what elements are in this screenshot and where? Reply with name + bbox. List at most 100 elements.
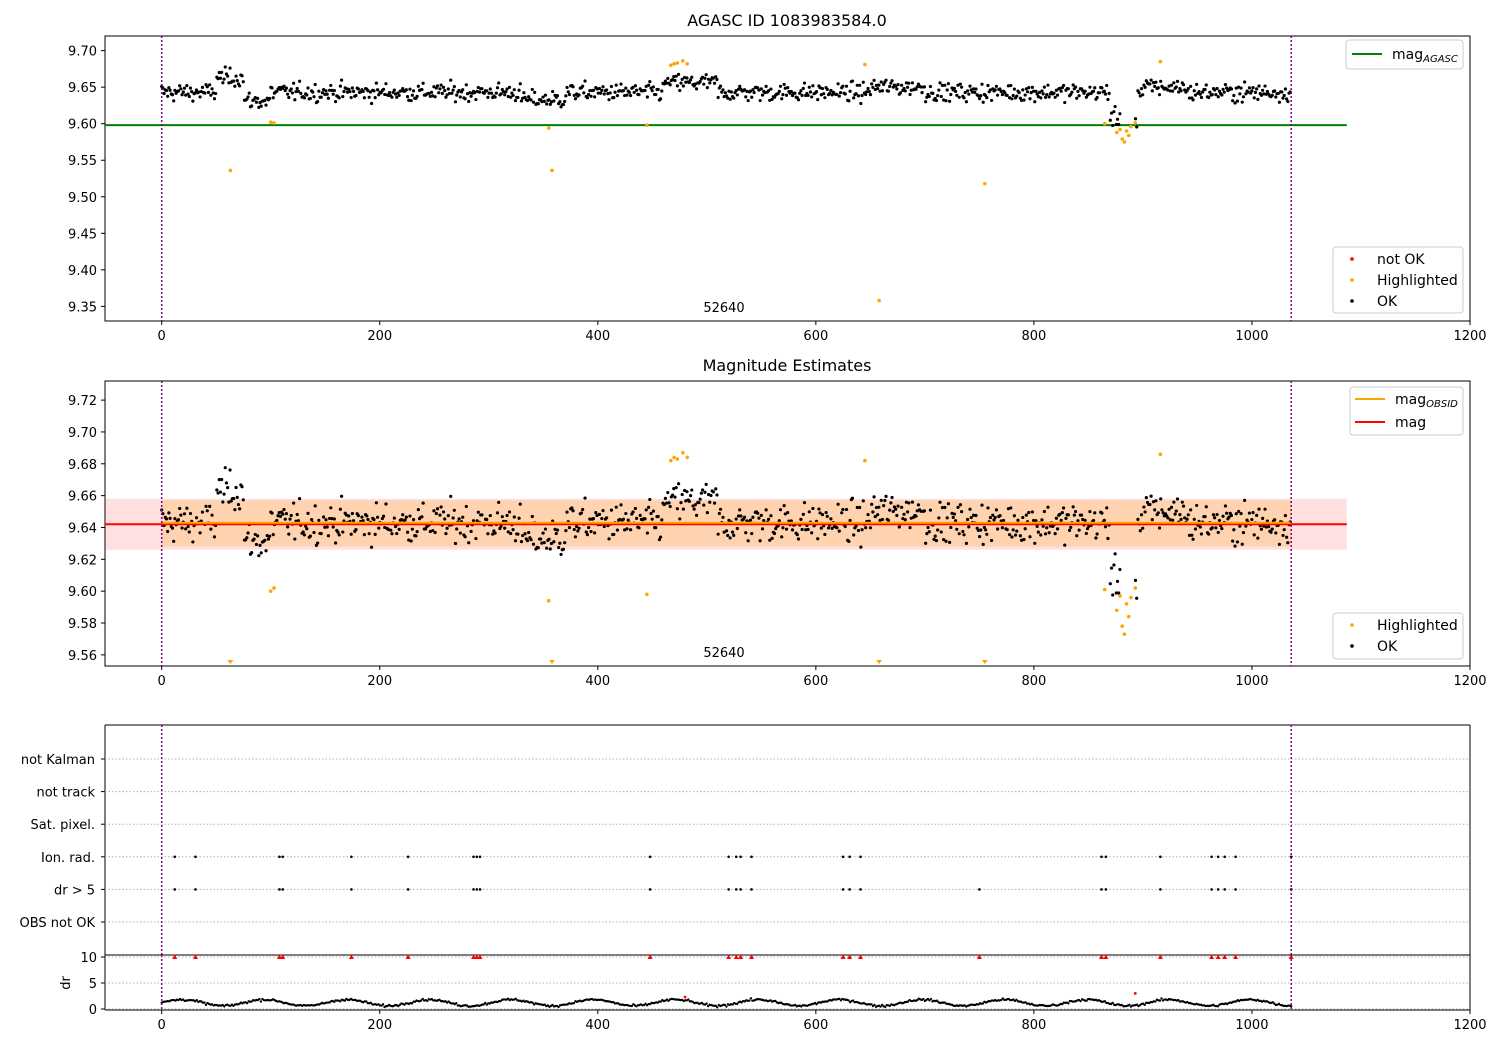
ok-point — [375, 515, 380, 519]
ok-point — [588, 89, 592, 93]
ok-point — [168, 88, 172, 92]
ok-point — [170, 93, 175, 97]
ok-point — [525, 539, 530, 543]
ok-point — [354, 93, 358, 98]
mag-xtick-label: 200 — [367, 674, 392, 689]
ok-point — [264, 103, 268, 107]
ok-point — [830, 526, 834, 530]
ok-point — [258, 543, 262, 547]
ok-point — [505, 513, 509, 518]
ok-point — [319, 532, 323, 536]
flag-point — [750, 855, 753, 859]
ok-point — [944, 539, 948, 543]
ok-point — [1093, 86, 1097, 90]
ok-point — [1117, 122, 1121, 127]
ok-point — [557, 545, 561, 550]
ok-point — [670, 493, 675, 497]
mag-ytick-label: 9.70 — [68, 426, 97, 441]
dr-marker — [840, 954, 846, 959]
ok-point — [978, 534, 982, 539]
dr-marker — [976, 954, 982, 959]
ok-point — [708, 81, 712, 85]
dr-point — [929, 997, 933, 1001]
highlighted-point — [672, 61, 676, 66]
ok-point — [1137, 91, 1141, 95]
flag-point — [859, 888, 862, 891]
ok-point — [295, 512, 299, 517]
ok-point — [1005, 93, 1009, 98]
ok-point — [587, 525, 591, 530]
ok-point — [793, 91, 797, 95]
flag-point — [1104, 855, 1108, 859]
ok-point — [321, 515, 326, 519]
ok-point — [1055, 93, 1060, 97]
ok-point — [907, 81, 911, 85]
dr-point — [381, 1003, 385, 1006]
ok-point — [854, 92, 858, 96]
ok-point — [235, 79, 239, 83]
ok-point — [1138, 94, 1142, 98]
ok-point — [656, 87, 660, 92]
agasc-xtick-label: 600 — [803, 329, 828, 344]
dr-point — [705, 1002, 708, 1005]
ok-point — [1133, 117, 1138, 121]
ok-point — [241, 80, 245, 84]
ok-point — [298, 79, 302, 83]
agasc-ytick-label: 9.35 — [68, 300, 97, 315]
ok-point — [234, 74, 238, 78]
ok-point — [457, 517, 461, 521]
ok-point — [1251, 510, 1255, 515]
ok-point — [518, 502, 522, 506]
flag-point — [406, 855, 410, 859]
ok-point — [978, 97, 982, 101]
ok-point — [1232, 93, 1236, 98]
ok-point — [1252, 533, 1256, 537]
dr-point — [482, 1003, 485, 1006]
flag-point — [472, 888, 475, 891]
ok-point — [555, 528, 560, 532]
ok-point — [302, 96, 307, 100]
ok-point — [882, 82, 886, 87]
ok-point — [664, 501, 669, 505]
ok-point — [449, 78, 453, 82]
ok-point — [367, 95, 371, 99]
ok-point — [1241, 95, 1246, 99]
ok-point — [730, 530, 735, 534]
dr-point — [245, 1001, 249, 1005]
ok-point — [311, 90, 315, 94]
ok-point — [900, 83, 904, 87]
ok-point — [1255, 513, 1259, 517]
ok-point — [919, 85, 923, 89]
ok-point — [552, 540, 556, 544]
highlighted-point — [675, 457, 680, 461]
ok-point — [178, 506, 182, 511]
ok-point — [1141, 93, 1145, 97]
flag-point — [648, 888, 652, 891]
dr-point — [223, 1005, 226, 1008]
ok-point — [1033, 100, 1037, 104]
flag-point — [281, 855, 285, 859]
ok-point — [1114, 122, 1118, 127]
agasc-xtick-label: 1200 — [1453, 329, 1486, 344]
ok-point — [637, 526, 641, 530]
ok-point — [405, 530, 410, 534]
dr-point — [1061, 1002, 1064, 1006]
ok-point — [504, 90, 508, 94]
ok-point — [607, 98, 611, 102]
ok-point — [1177, 90, 1181, 94]
ok-point — [1280, 90, 1284, 94]
flag-point — [739, 855, 742, 859]
ok-point — [1053, 95, 1057, 99]
ok-point — [408, 514, 412, 518]
ok-point — [629, 93, 633, 98]
ok-point — [1042, 509, 1046, 514]
ok-point — [377, 526, 381, 530]
ok-point — [896, 504, 900, 508]
mag-ytick-label: 9.58 — [68, 617, 97, 632]
ok-point — [993, 515, 997, 520]
ok-point — [313, 504, 317, 508]
legend-label: Highlighted — [1377, 618, 1458, 634]
ok-point — [397, 527, 401, 531]
ok-point — [605, 516, 609, 520]
ok-point — [223, 65, 227, 69]
